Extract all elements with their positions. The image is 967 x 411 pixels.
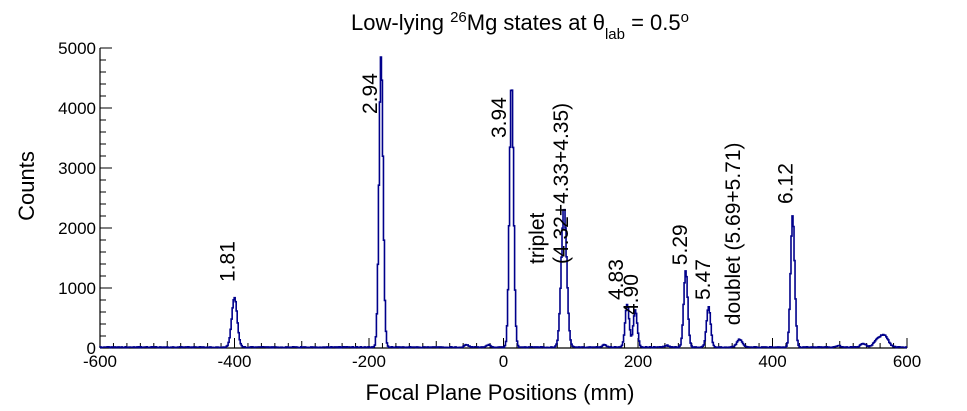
x-tick-label: -400	[217, 352, 251, 371]
peak-label: 5.47	[692, 259, 715, 300]
title-degree: o	[681, 9, 689, 26]
peak-label: 3.94	[488, 97, 511, 138]
y-tick-label: 3000	[58, 159, 96, 178]
peak-label: doublet (5.69+5.71)	[722, 142, 745, 325]
peak-label-line: (4.32+4.33+4.35)	[550, 103, 573, 264]
peak-label-line: 1.81	[217, 241, 240, 282]
peak-label-line: 2.94	[359, 73, 382, 114]
peak-label: 2.94	[359, 73, 382, 114]
y-tick-label: 1000	[58, 279, 96, 298]
peak-label-line: 5.29	[669, 224, 692, 265]
x-tick-label: 0	[499, 352, 508, 371]
peak-label: 5.29	[669, 224, 692, 265]
title-prefix: Low-lying	[351, 10, 450, 35]
y-tick-label: 5000	[58, 39, 96, 58]
y-axis-label: Counts	[14, 151, 39, 221]
x-tick-label: -600	[83, 352, 117, 371]
ticks: -600 -400 -200 0 200 400 600 0 1000 2000 3000 4000 5…	[58, 39, 921, 371]
title-subscript: lab	[605, 26, 625, 43]
spectrum-line	[99, 56, 907, 349]
x-tick-label: 400	[758, 352, 786, 371]
peak-label-line: 4.90	[620, 274, 643, 315]
title-equals: = 0.5	[625, 10, 681, 35]
peak-label-line: triplet	[526, 212, 549, 264]
y-tick-label: 0	[87, 339, 96, 358]
peak-label-line: 4.83	[605, 259, 628, 300]
peak-label: 4.90	[620, 274, 643, 315]
peak-label-line: 6.12	[775, 163, 798, 204]
x-axis-label: Focal Plane Positions (mm)	[366, 380, 635, 405]
peak-label-line: 3.94	[488, 97, 511, 138]
peak-label: 4.83	[605, 259, 628, 300]
y-tick-label: 2000	[58, 219, 96, 238]
title-mass-number: 26	[450, 9, 467, 26]
y-tick-label: 4000	[58, 99, 96, 118]
peak-label: 1.81	[217, 241, 240, 282]
series-group	[99, 56, 907, 349]
peak-label-line: doublet (5.69+5.71)	[722, 142, 745, 325]
annotations: 1.81 2.94 3.94 triplet (4.32+4.33+4.35) 4.834…	[217, 73, 798, 325]
x-tick-label: 600	[893, 352, 921, 371]
chart-title: Low-lying 26Mg states at θlab = 0.5o	[351, 9, 689, 43]
peak-label: triplet (4.32+4.33+4.35)	[526, 103, 573, 264]
peak-label-line: 5.47	[692, 259, 715, 300]
peak-label: 6.12	[775, 163, 798, 204]
title-nucleus: Mg states at θ	[467, 10, 605, 35]
x-tick-label: 200	[624, 352, 652, 371]
x-tick-label: -200	[352, 352, 386, 371]
